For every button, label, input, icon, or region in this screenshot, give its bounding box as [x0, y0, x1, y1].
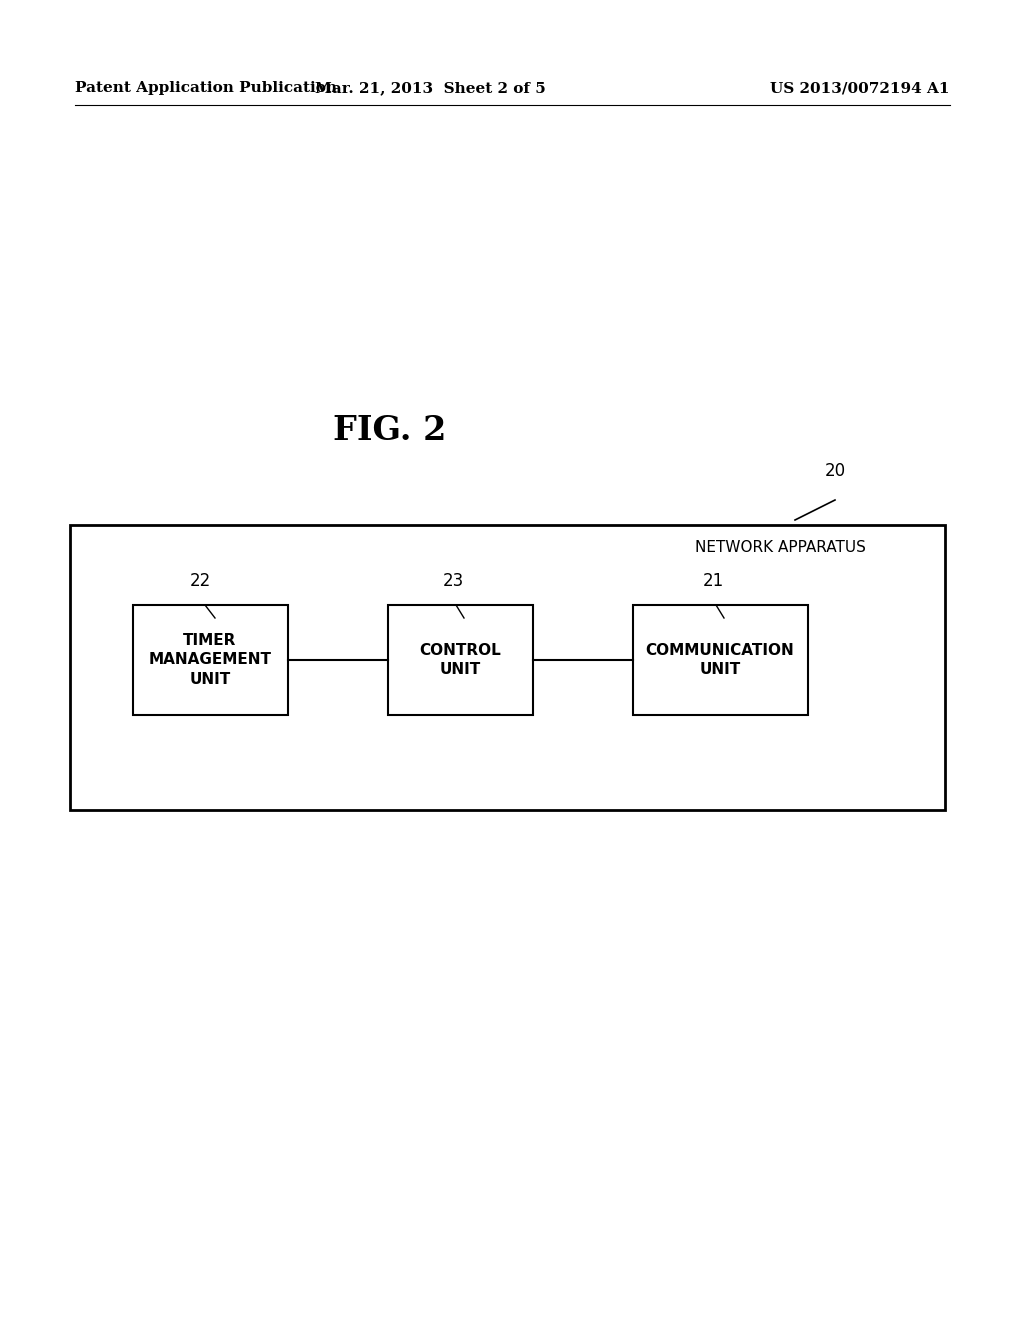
Text: 21: 21: [702, 572, 724, 590]
Text: NETWORK APPARATUS: NETWORK APPARATUS: [695, 540, 866, 554]
Text: COMMUNICATION
UNIT: COMMUNICATION UNIT: [645, 643, 795, 677]
Bar: [70, 525, 945, 810]
Text: US 2013/0072194 A1: US 2013/0072194 A1: [770, 81, 950, 95]
Text: 22: 22: [189, 572, 211, 590]
Text: 23: 23: [442, 572, 464, 590]
Bar: [132, 605, 288, 715]
Bar: [387, 605, 532, 715]
Bar: [633, 605, 808, 715]
Text: FIG. 2: FIG. 2: [334, 413, 446, 446]
Text: TIMER
MANAGEMENT
UNIT: TIMER MANAGEMENT UNIT: [148, 632, 271, 688]
Text: 20: 20: [824, 462, 846, 480]
Text: Mar. 21, 2013  Sheet 2 of 5: Mar. 21, 2013 Sheet 2 of 5: [314, 81, 546, 95]
Text: Patent Application Publication: Patent Application Publication: [75, 81, 337, 95]
Text: CONTROL
UNIT: CONTROL UNIT: [419, 643, 501, 677]
